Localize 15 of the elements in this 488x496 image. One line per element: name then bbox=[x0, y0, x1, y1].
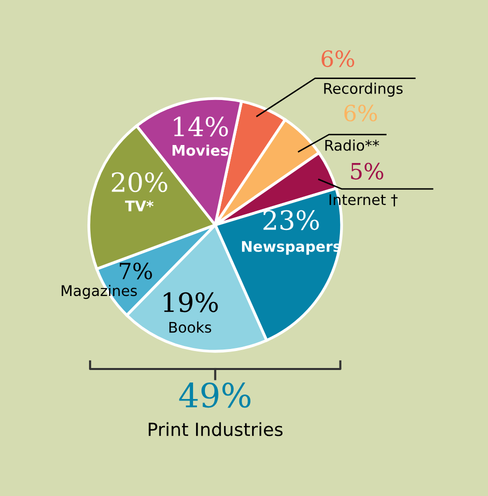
data-label: 23% bbox=[264, 210, 319, 230]
data-label: 5% bbox=[351, 162, 384, 180]
slice-label: TV* bbox=[125, 200, 154, 212]
data-label: 7% bbox=[120, 262, 152, 280]
data-label: 19% bbox=[164, 292, 218, 312]
data-label: 14% bbox=[174, 116, 228, 137]
data-label: 20% bbox=[112, 172, 168, 192]
data-label: 6% bbox=[322, 50, 354, 68]
slice-label: Radio** bbox=[325, 140, 380, 151]
text: Print Industries bbox=[148, 422, 283, 436]
slice-label: Recordings bbox=[324, 82, 403, 97]
text: 49% bbox=[179, 382, 250, 408]
data-label: 6% bbox=[344, 104, 377, 122]
slice-label: Movies bbox=[172, 144, 228, 156]
slice-label: Books bbox=[169, 322, 212, 333]
